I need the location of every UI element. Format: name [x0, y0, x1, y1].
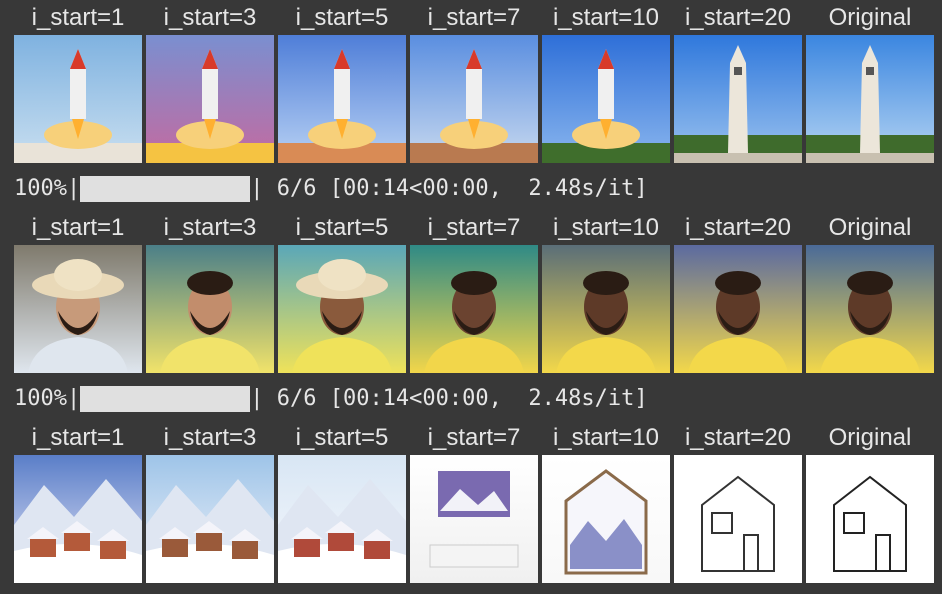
image: [146, 455, 274, 583]
image: [278, 245, 406, 373]
image: [14, 455, 142, 583]
image-label: Original: [828, 4, 912, 31]
image-label: i_start=10: [552, 214, 660, 241]
image: [674, 35, 802, 163]
image-label: i_start=5: [295, 424, 389, 451]
image: [674, 455, 802, 583]
image: [146, 245, 274, 373]
image: [542, 455, 670, 583]
image-label: i_start=1: [31, 4, 125, 31]
image-label: i_start=7: [427, 4, 521, 31]
image-label: i_start=3: [163, 4, 257, 31]
image-label: i_start=1: [31, 424, 125, 451]
progress-fill: [80, 176, 251, 202]
image-label: i_start=20: [684, 424, 792, 451]
image: [542, 35, 670, 163]
image-label: i_start=10: [552, 424, 660, 451]
image: [806, 35, 934, 163]
image: [674, 245, 802, 373]
image: [410, 35, 538, 163]
image-label: i_start=1: [31, 214, 125, 241]
image: [806, 455, 934, 583]
image: [278, 455, 406, 583]
image-label: i_start=7: [427, 214, 521, 241]
image-label: i_start=5: [295, 214, 389, 241]
progress-status: | 6/6 [00:14<00:00, 2.48s/it]: [250, 386, 648, 411]
image: [806, 245, 934, 373]
progress-percent: 100%|: [14, 386, 81, 411]
image-label: i_start=3: [163, 424, 257, 451]
progress-bar: 100%| | 6/6 [00:14<00:00, 2.48s/it]: [14, 175, 648, 203]
image-label: i_start=10: [552, 4, 660, 31]
progress-bar: 100%| | 6/6 [00:14<00:00, 2.48s/it]: [14, 385, 648, 413]
image: [542, 245, 670, 373]
progress-fill: [80, 386, 251, 412]
image: [14, 245, 142, 373]
image-label: i_start=20: [684, 214, 792, 241]
image-label: Original: [828, 424, 912, 451]
progress-percent: 100%|: [14, 176, 81, 201]
image: [14, 35, 142, 163]
image-label: Original: [828, 214, 912, 241]
image: [410, 245, 538, 373]
image: [410, 455, 538, 583]
image-label: i_start=20: [684, 4, 792, 31]
image: [146, 35, 274, 163]
progress-status: | 6/6 [00:14<00:00, 2.48s/it]: [250, 176, 648, 201]
image-label: i_start=7: [427, 424, 521, 451]
image-label: i_start=5: [295, 4, 389, 31]
image: [278, 35, 406, 163]
image-label: i_start=3: [163, 214, 257, 241]
